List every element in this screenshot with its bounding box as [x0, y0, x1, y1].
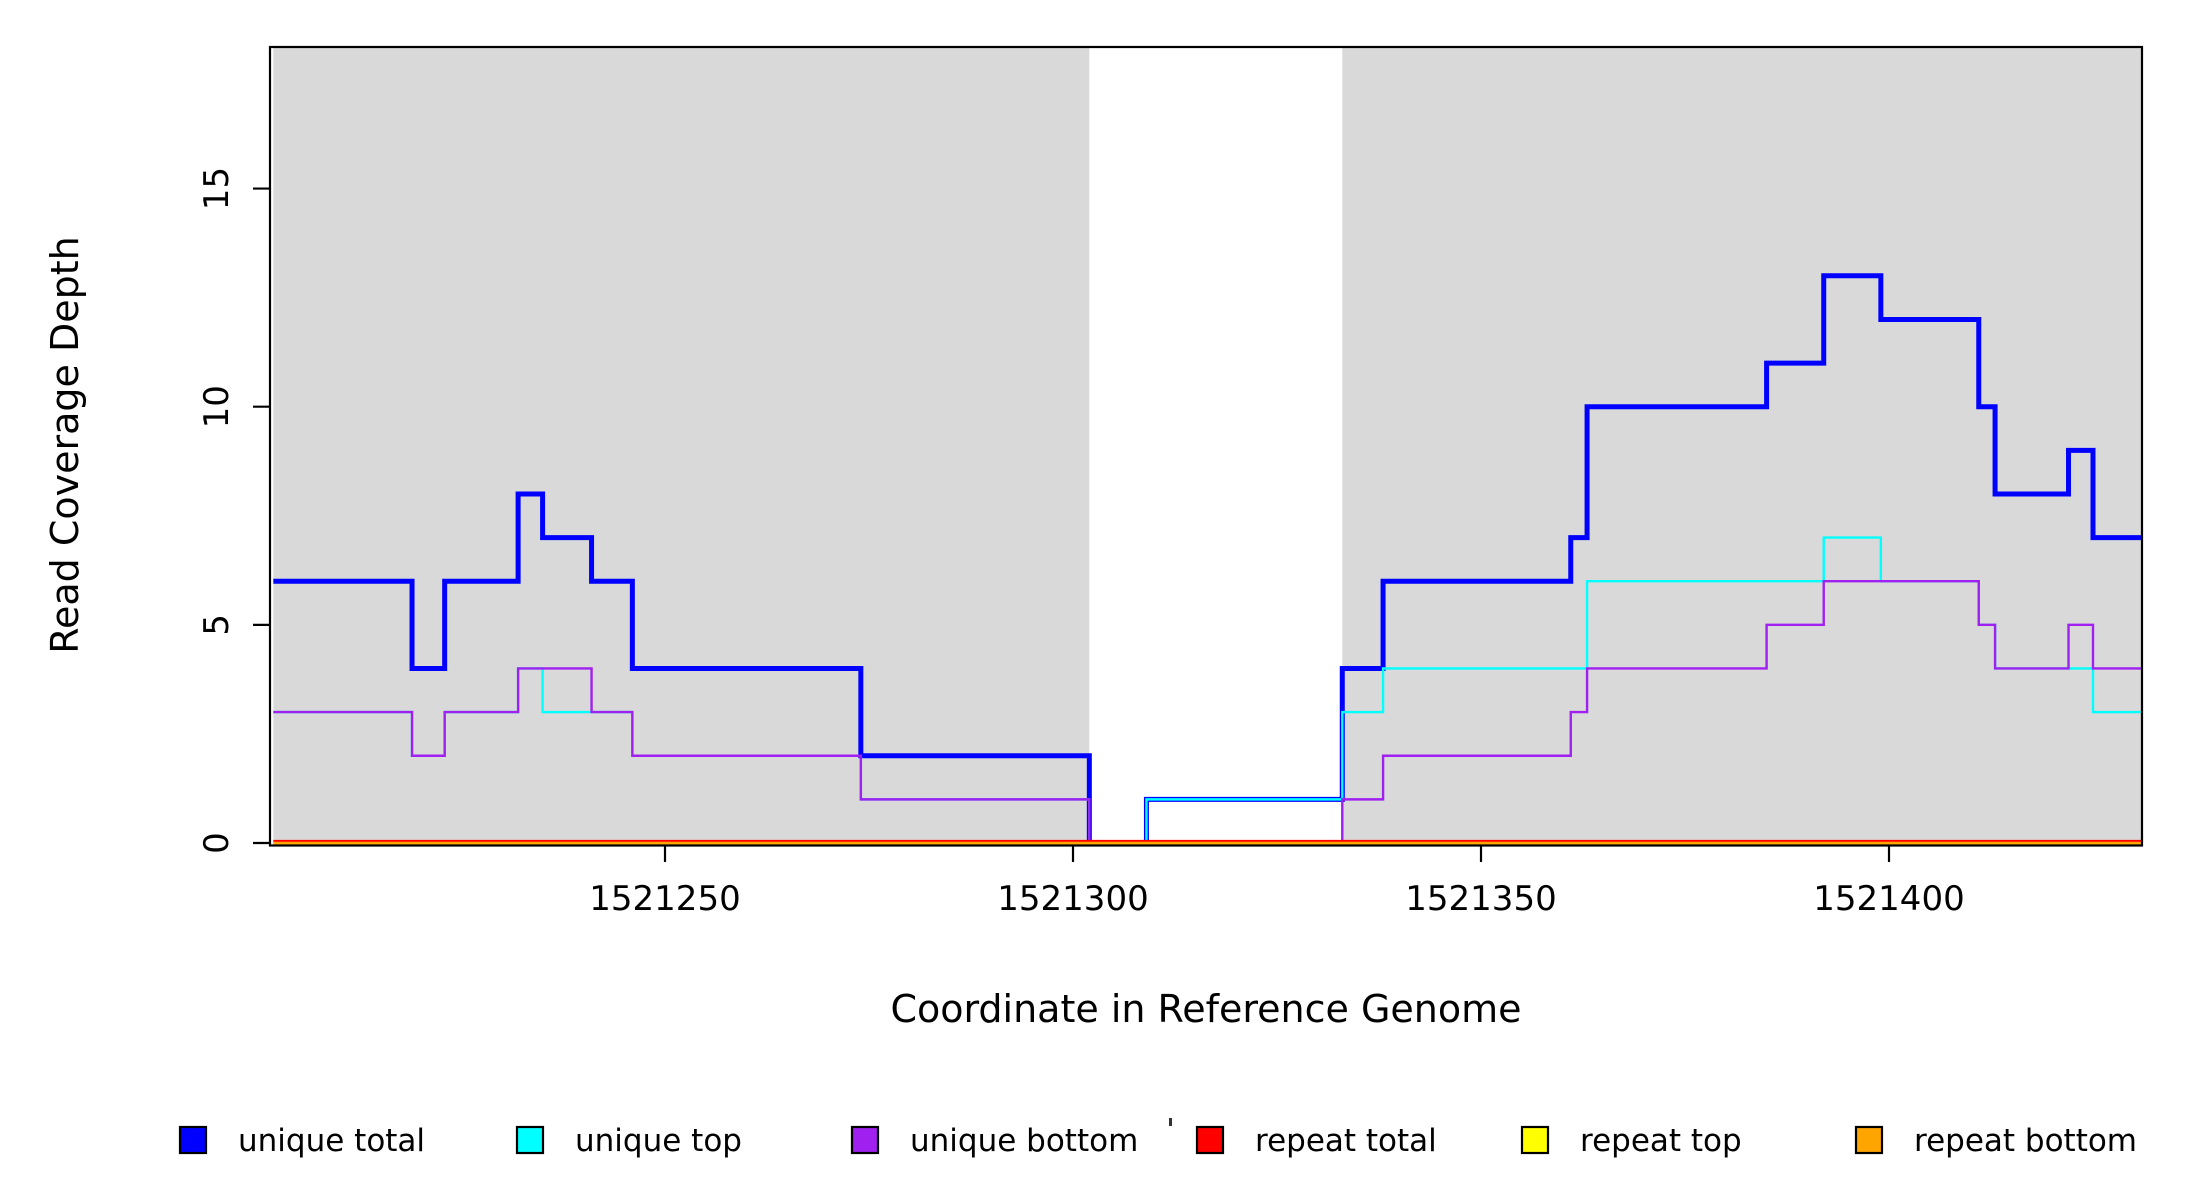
legend-swatch-repeat-total — [1195, 1125, 1225, 1155]
y-tick-label: 0 — [197, 832, 237, 854]
legend-swatch-repeat-bottom — [1854, 1125, 1884, 1155]
y-axis-title: Read Coverage Depth — [43, 236, 87, 653]
region-shading — [273, 47, 2142, 846]
unique-region-band — [1342, 47, 2142, 846]
x-tick-label: 1521250 — [589, 879, 740, 919]
series-unique-bottom — [273, 580, 2142, 845]
x-tick-label: 1521300 — [997, 879, 1148, 919]
series-unique-total — [273, 273, 2142, 846]
x-axis-title: Coordinate in Reference Genome — [890, 987, 1521, 1031]
legend-label-unique-total: unique total — [238, 1123, 425, 1159]
axis-tick-labels: 1521250 1521300 1521350 1521400 0 5 10 15 — [197, 167, 1965, 919]
stray-dot — [1169, 1118, 1172, 1126]
legend-swatch-unique-total — [178, 1125, 208, 1155]
legend-label-repeat-top: repeat top — [1580, 1123, 1742, 1159]
legend-swatch-repeat-top — [1520, 1125, 1550, 1155]
x-tick-label: 1521350 — [1405, 879, 1556, 919]
legend-label-repeat-total: repeat total — [1255, 1123, 1437, 1159]
y-tick-label: 5 — [197, 614, 237, 636]
y-tick-label: 15 — [197, 167, 237, 210]
legend-label-unique-top: unique top — [575, 1123, 742, 1159]
x-tick-label: 1521400 — [1813, 879, 1964, 919]
plot-border — [268, 45, 2144, 847]
coverage-series — [273, 273, 2142, 846]
unique-region-band — [273, 47, 1090, 846]
axis-ticks — [253, 187, 1891, 862]
legend-swatch-unique-top — [515, 1125, 545, 1155]
y-tick-label: 10 — [197, 385, 237, 428]
legend-label-repeat-bottom: repeat bottom — [1914, 1123, 2137, 1159]
legend: unique total unique top unique bottom repea… — [178, 1123, 2137, 1159]
legend-label-unique-bottom: unique bottom — [910, 1123, 1138, 1159]
plot-frame — [268, 45, 2144, 847]
legend-swatch-unique-bottom — [850, 1125, 880, 1155]
